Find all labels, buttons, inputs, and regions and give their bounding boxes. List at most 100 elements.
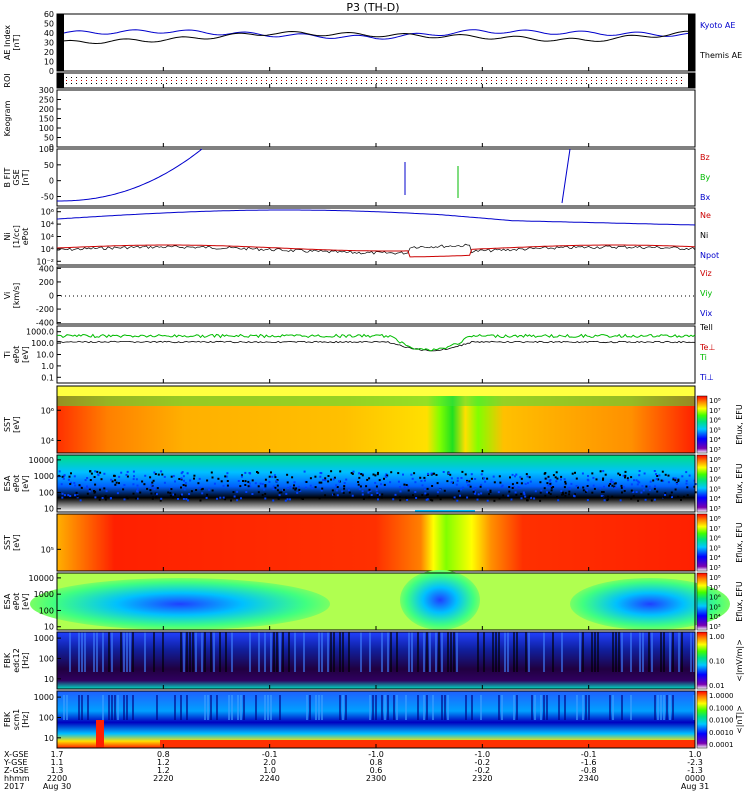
esa1-noise-pixel bbox=[630, 497, 633, 500]
esa1-noise-pixel bbox=[399, 490, 402, 493]
fbk2-stripe bbox=[264, 695, 266, 720]
ae-right-bar bbox=[688, 14, 695, 71]
roi-dot bbox=[66, 83, 67, 84]
esa1-noise-pixel bbox=[564, 482, 567, 485]
roi-dot bbox=[286, 80, 287, 81]
esa1-noise-pixel bbox=[472, 488, 475, 491]
esa1-noise-pixel bbox=[515, 493, 518, 496]
esa1-noise-pixel bbox=[547, 484, 550, 487]
roi-dot bbox=[531, 80, 532, 81]
esa1-noise-pixel bbox=[554, 476, 557, 479]
roi-dot bbox=[401, 80, 402, 81]
esa1-noise-pixel bbox=[586, 499, 589, 502]
esa1-noise-pixel bbox=[208, 488, 211, 491]
roi-dot bbox=[111, 83, 112, 84]
fbk1-stripe bbox=[348, 632, 350, 672]
esa1-noise-pixel bbox=[570, 482, 573, 485]
esa1-noise-pixel bbox=[362, 497, 365, 500]
esa1-noise-pixel bbox=[93, 490, 95, 492]
esa1-noise-pixel bbox=[610, 478, 613, 481]
x-tick-label: 1.0 bbox=[263, 766, 276, 775]
roi-dot bbox=[431, 77, 432, 78]
esa1-noise-pixel bbox=[453, 496, 456, 499]
esa1-noise-pixel bbox=[411, 477, 414, 480]
esa1-noise-pixel bbox=[402, 473, 404, 476]
esa1-noise-pixel bbox=[601, 496, 604, 498]
panel-ylabel: AE Index bbox=[3, 25, 12, 60]
fbk2-stripe bbox=[123, 695, 125, 720]
roi-dot bbox=[526, 80, 527, 81]
fbk2-stripe bbox=[654, 695, 656, 720]
esa1-noise-pixel bbox=[381, 493, 384, 496]
esa2-blob-right bbox=[570, 578, 730, 630]
esa1-noise-pixel bbox=[319, 472, 322, 474]
fbk2-stripe bbox=[87, 695, 89, 720]
y-tick-label: 100 bbox=[39, 606, 54, 615]
roi-dot bbox=[251, 77, 252, 78]
roi-dot bbox=[646, 83, 647, 84]
y-tick-label: 150 bbox=[39, 115, 54, 124]
fbk1-stripe bbox=[447, 632, 449, 672]
roi-dot bbox=[271, 83, 272, 84]
esa1-noise-pixel bbox=[143, 483, 146, 486]
fbk1-stripe bbox=[429, 632, 431, 672]
x-tick-label: 2220 bbox=[153, 774, 173, 783]
esa1-noise-pixel bbox=[286, 481, 289, 484]
esa1-noise-pixel bbox=[641, 485, 644, 488]
esa1-noise-pixel bbox=[502, 494, 505, 497]
fbk1-stripe bbox=[477, 632, 479, 672]
esa1-noise-pixel bbox=[466, 496, 469, 499]
fbk1-stripe bbox=[543, 632, 545, 672]
fbk1-stripe bbox=[423, 632, 425, 672]
roi-dot bbox=[106, 77, 107, 78]
esa1-noise-pixel bbox=[274, 476, 277, 479]
esa1-noise-pixel bbox=[374, 481, 377, 484]
roi-dot bbox=[566, 80, 567, 81]
esa1-noise-pixel bbox=[568, 493, 571, 496]
esa1-noise-pixel bbox=[89, 479, 92, 481]
esa1-noise-pixel bbox=[413, 472, 416, 475]
esa1-noise-pixel bbox=[291, 476, 294, 479]
esa1-noise-pixel bbox=[410, 473, 413, 476]
esa1-noise-pixel bbox=[526, 499, 528, 502]
esa1-noise-pixel bbox=[430, 472, 433, 475]
roi-dot bbox=[316, 83, 317, 84]
esa1-noise-pixel bbox=[259, 482, 262, 485]
esa1-noise-pixel bbox=[581, 472, 584, 475]
esa1-noise-pixel bbox=[626, 477, 629, 480]
esa1-noise-pixel bbox=[226, 484, 229, 487]
roi-dot bbox=[426, 83, 427, 84]
esa1-noise-pixel bbox=[562, 493, 565, 496]
esa1-noise-pixel bbox=[672, 477, 675, 480]
esa1-noise-pixel bbox=[330, 478, 332, 481]
roi-dot bbox=[661, 83, 662, 84]
roi-dot bbox=[406, 77, 407, 78]
esa1-noise-pixel bbox=[592, 484, 595, 487]
roi-dot bbox=[261, 77, 262, 78]
ti-series-lines bbox=[56, 333, 696, 352]
x-tick-label: 1.0 bbox=[689, 750, 702, 759]
esa1-noise-pixel bbox=[320, 489, 323, 492]
colorbar-tick-label: 10⁵ bbox=[709, 544, 721, 552]
fbk2-stripe bbox=[546, 695, 548, 720]
esa1-noise-pixel bbox=[170, 475, 173, 478]
fbk1-stripe bbox=[630, 632, 632, 672]
roi-left-bar bbox=[57, 73, 64, 88]
roi-dot bbox=[301, 80, 302, 81]
fbk2-stripe bbox=[81, 695, 83, 720]
roi-dot bbox=[381, 77, 382, 78]
esa1-noise-pixel bbox=[275, 480, 278, 483]
colorbar-tick-label: 1.00 bbox=[709, 633, 725, 641]
esa1-noise-pixel bbox=[638, 470, 641, 472]
esa1-noise-pixel bbox=[160, 470, 163, 473]
esa1-noise-pixel bbox=[548, 491, 550, 494]
esa1-noise-pixel bbox=[211, 489, 214, 492]
esa1-noise-pixel bbox=[480, 473, 483, 476]
panel-ylabel: FBK bbox=[3, 652, 12, 668]
roi-dot bbox=[276, 80, 277, 81]
esa1-noise-pixel bbox=[144, 474, 147, 477]
panel-ylabel: [nT] bbox=[12, 34, 21, 50]
esa1-noise-pixel bbox=[492, 475, 495, 478]
esa1-noise-pixel bbox=[603, 485, 605, 488]
fbk1-stripe bbox=[678, 632, 680, 672]
